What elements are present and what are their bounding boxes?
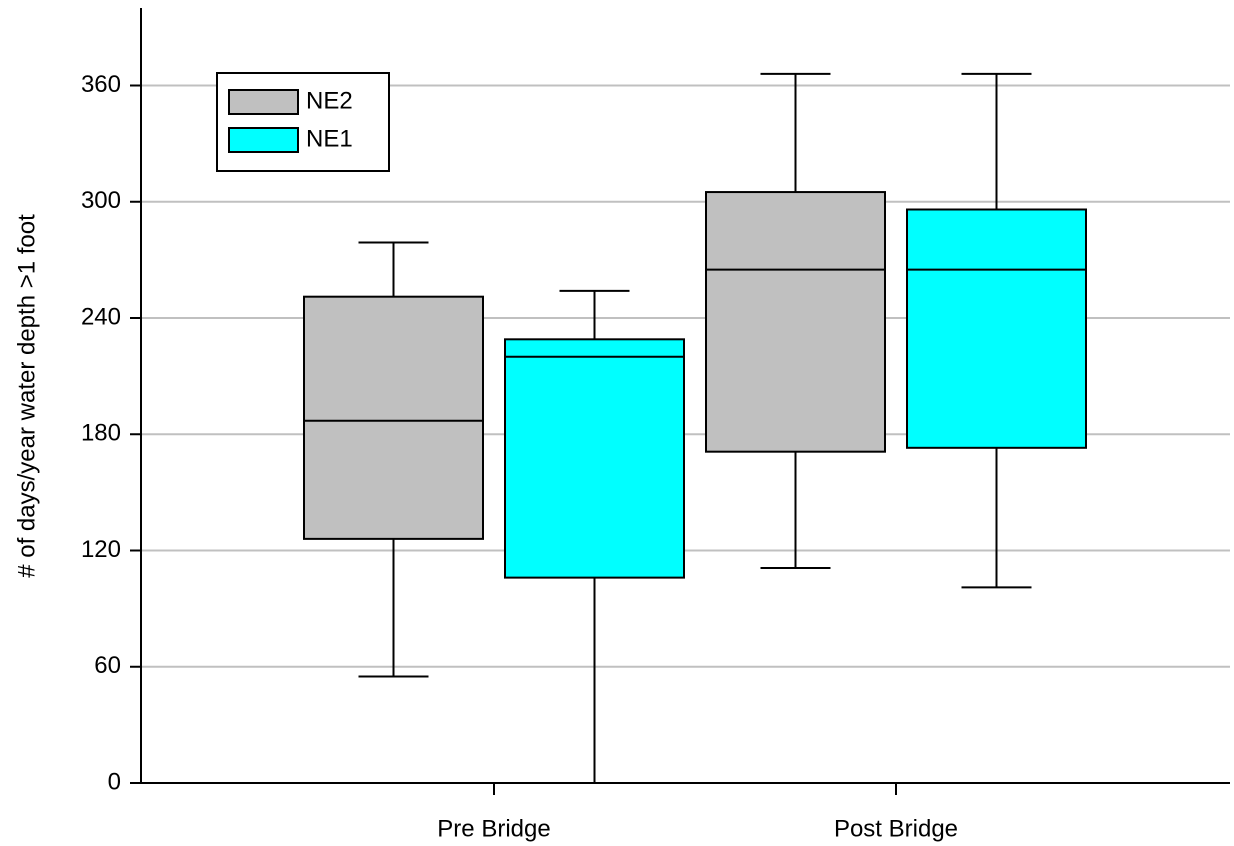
y-tick-label: 120 [81,536,121,563]
x-tick-label: Pre Bridge [437,815,550,842]
y-tick-label: 60 [94,652,121,679]
x-tick-label: Post Bridge [834,815,958,842]
legend-label: NE2 [306,87,353,114]
y-tick-label: 180 [81,420,121,447]
y-axis-label: # of days/year water depth >1 foot [13,214,40,578]
legend-swatch [228,127,299,153]
box [303,295,484,540]
y-tick-label: 360 [81,71,121,98]
y-tick-label: 240 [81,303,121,330]
box [705,191,886,453]
y-tick-label: 300 [81,187,121,214]
box [504,338,685,579]
box [906,208,1087,449]
y-tick-label: 0 [108,768,121,795]
legend-swatch [228,89,299,115]
legend-label: NE1 [306,125,353,152]
legend-frame [216,72,390,172]
